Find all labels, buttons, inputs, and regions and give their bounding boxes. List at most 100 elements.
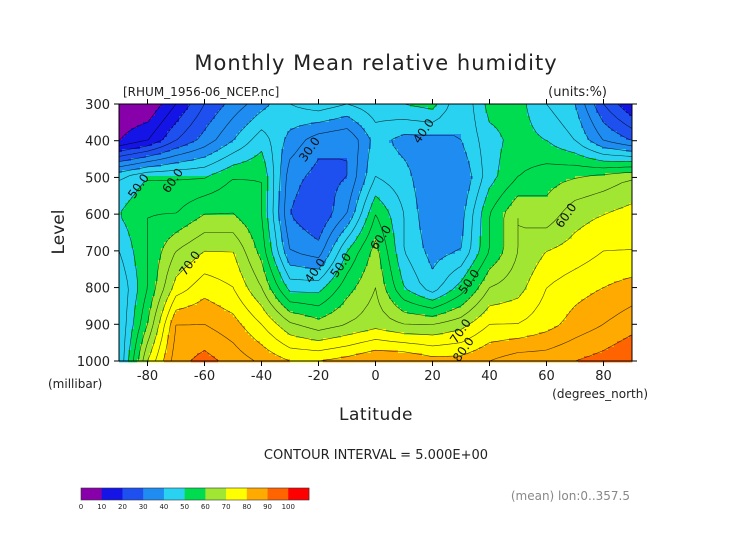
field-cell	[368, 182, 372, 186]
field-cell	[566, 182, 570, 186]
field-cell	[263, 146, 267, 150]
field-cell	[515, 182, 519, 186]
field-cell	[560, 152, 564, 156]
field-cell	[488, 113, 492, 117]
field-cell	[158, 113, 162, 117]
field-cell	[278, 170, 282, 174]
field-cell	[398, 155, 402, 159]
field-cell	[239, 164, 243, 168]
field-cell	[200, 152, 204, 156]
field-cell	[455, 188, 459, 192]
field-cell	[209, 119, 213, 123]
field-cell	[134, 152, 138, 156]
field-cell	[401, 176, 405, 180]
field-cell	[287, 119, 291, 123]
field-cell	[350, 143, 354, 147]
field-cell	[623, 146, 627, 150]
field-cell	[626, 173, 630, 177]
field-cell	[200, 167, 204, 171]
field-cell	[323, 113, 327, 117]
field-cell	[551, 128, 555, 132]
field-cell	[164, 104, 168, 108]
field-cell	[422, 116, 426, 120]
field-cell	[275, 182, 279, 186]
field-cell	[212, 143, 216, 147]
field-cell	[359, 188, 363, 192]
field-cell	[626, 116, 630, 120]
field-cell	[401, 152, 405, 156]
field-cell	[173, 158, 177, 162]
field-cell	[380, 170, 384, 174]
field-cell	[251, 140, 255, 144]
field-cell	[578, 158, 582, 162]
field-cell	[125, 191, 129, 195]
field-cell	[218, 185, 222, 189]
field-cell	[605, 140, 609, 144]
field-cell	[146, 143, 150, 147]
field-cell	[500, 179, 504, 183]
field-cell	[269, 173, 273, 177]
field-cell	[455, 140, 459, 144]
field-cell	[482, 110, 486, 114]
field-cell	[473, 182, 477, 186]
field-cell	[197, 176, 201, 180]
field-cell	[512, 122, 516, 126]
field-cell	[542, 128, 546, 132]
field-cell	[245, 131, 249, 135]
field-cell	[419, 131, 423, 135]
field-cell	[383, 137, 387, 141]
field-cell	[152, 176, 156, 180]
field-cell	[485, 182, 489, 186]
field-cell	[422, 182, 426, 186]
field-cell	[482, 173, 486, 177]
field-cell	[527, 161, 531, 165]
field-cell	[173, 170, 177, 174]
field-cell	[566, 164, 570, 168]
field-cell	[488, 143, 492, 147]
field-cell	[479, 137, 483, 141]
field-cell	[224, 134, 228, 138]
field-cell	[362, 140, 366, 144]
field-cell	[563, 122, 567, 126]
field-cell	[131, 128, 135, 132]
field-cell	[446, 122, 450, 126]
field-cell	[218, 155, 222, 159]
field-cell	[569, 164, 573, 168]
field-cell	[323, 146, 327, 150]
field-cell	[347, 155, 351, 159]
field-cell	[395, 164, 399, 168]
field-cell	[413, 140, 417, 144]
field-cell	[239, 122, 243, 126]
field-cell	[488, 158, 492, 162]
field-cell	[473, 107, 477, 111]
field-cell	[173, 137, 177, 141]
field-cell	[377, 152, 381, 156]
field-cell	[356, 176, 360, 180]
field-cell	[188, 116, 192, 120]
field-cell	[386, 149, 390, 153]
field-cell	[458, 179, 462, 183]
field-cell	[356, 173, 360, 177]
field-cell	[572, 155, 576, 159]
field-cell	[125, 182, 129, 186]
field-cell	[176, 113, 180, 117]
field-cell	[245, 116, 249, 120]
field-cell	[266, 125, 270, 129]
field-cell	[536, 176, 540, 180]
field-cell	[548, 125, 552, 129]
field-cell	[578, 143, 582, 147]
field-cell	[626, 182, 630, 186]
field-cell	[140, 158, 144, 162]
field-cell	[527, 176, 531, 180]
field-cell	[368, 179, 372, 183]
field-cell	[410, 113, 414, 117]
field-cell	[521, 164, 525, 168]
field-cell	[152, 185, 156, 189]
field-cell	[227, 176, 231, 180]
field-cell	[545, 119, 549, 123]
field-cell	[431, 140, 435, 144]
field-cell	[320, 158, 324, 162]
field-cell	[377, 149, 381, 153]
field-cell	[437, 155, 441, 159]
field-cell	[248, 182, 252, 186]
